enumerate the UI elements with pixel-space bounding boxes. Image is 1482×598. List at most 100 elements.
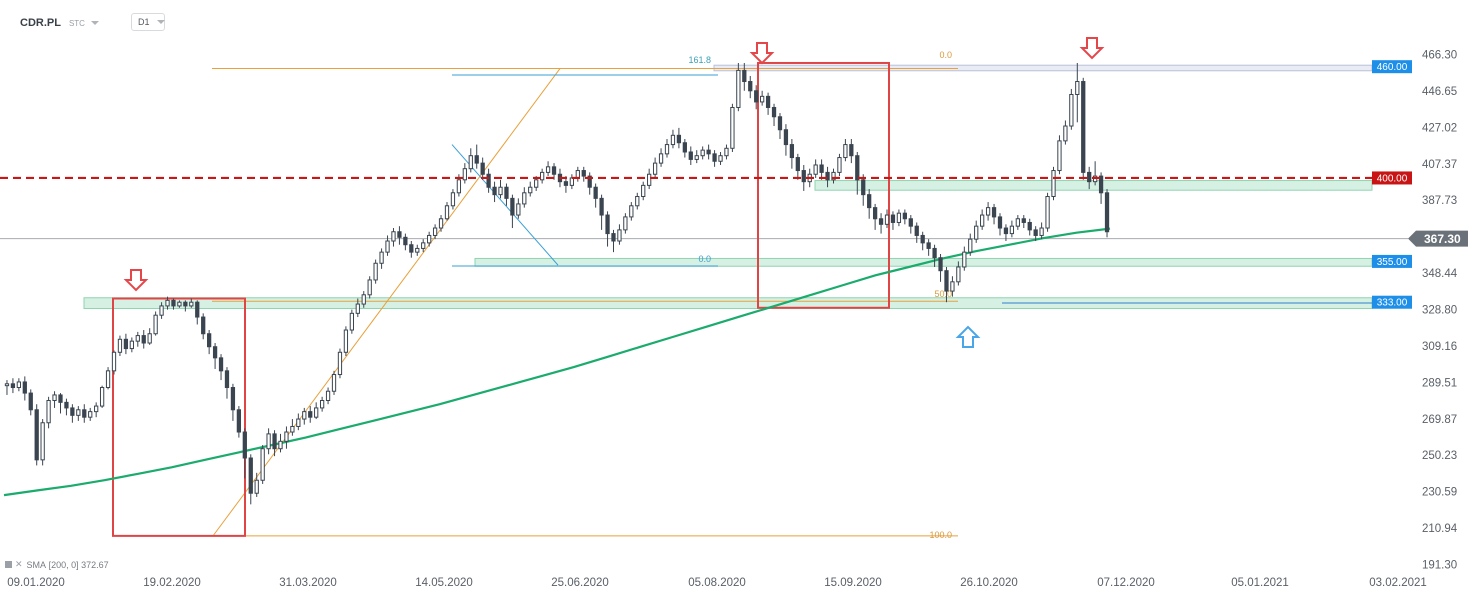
x-tick-label: 14.05.2020: [415, 577, 473, 589]
candle: [468, 148, 473, 173]
candle: [34, 404, 39, 466]
candle-body: [754, 90, 759, 103]
candle-body: [813, 164, 818, 175]
candle-body: [462, 168, 467, 181]
candle-body: [724, 147, 729, 157]
arrow-up-icon: [955, 325, 981, 348]
candle: [878, 213, 884, 234]
sma-line-layer: [3, 227, 1111, 497]
candle-body: [539, 171, 545, 181]
current-price-text: 367.30: [1424, 232, 1461, 246]
arrow-down-icon: [123, 269, 149, 292]
candle-body: [771, 106, 777, 118]
chevron-down-icon[interactable]: [90, 21, 99, 25]
candle-body: [34, 409, 39, 461]
y-tick-label: 210.94: [1422, 523, 1458, 535]
candle: [516, 198, 521, 219]
candle: [480, 157, 485, 180]
close-icon[interactable]: ✕: [15, 559, 23, 569]
candle: [349, 309, 354, 334]
candle-body: [129, 340, 134, 350]
fib-trend-line: [212, 68, 561, 537]
candle: [783, 124, 789, 156]
candle: [52, 391, 57, 408]
y-tick-label: 348.44: [1422, 268, 1458, 280]
candle-body: [664, 144, 670, 155]
candle-body: [1039, 227, 1044, 236]
price-label-text: 460.00: [1377, 62, 1408, 73]
candle-body: [266, 433, 271, 450]
candle: [629, 202, 634, 221]
candle-body: [207, 333, 212, 348]
candle-body: [195, 301, 200, 318]
candle-body: [1104, 192, 1110, 233]
price-label-box: [1372, 295, 1412, 309]
candle: [438, 215, 444, 232]
candle-body: [314, 407, 319, 418]
candle-body: [730, 106, 735, 149]
candle-body: [837, 157, 842, 173]
candle-body: [278, 440, 283, 450]
candle-body: [641, 184, 646, 198]
price-label-text: 355.00: [1377, 257, 1408, 268]
candle-body: [171, 299, 176, 307]
timeframe-select[interactable]: D1: [131, 13, 165, 31]
candle-body: [516, 203, 521, 216]
candle-body: [956, 266, 961, 283]
candle: [385, 235, 390, 256]
candle: [165, 296, 170, 310]
candle: [980, 209, 985, 230]
candle: [117, 335, 123, 356]
instrument-symbol[interactable]: CDR.PL: [20, 17, 61, 29]
candle: [605, 211, 610, 247]
current-price-tag: 367.30: [1408, 230, 1468, 247]
candle-body: [777, 116, 783, 131]
candle-body: [427, 234, 432, 244]
candle: [926, 239, 931, 256]
candle: [748, 75, 753, 99]
candle: [718, 151, 723, 165]
candle: [831, 168, 836, 184]
candle-body: [831, 171, 836, 181]
candle: [1003, 224, 1009, 242]
y-tick-label: 309.16: [1422, 341, 1457, 353]
candle: [724, 144, 729, 160]
candle-body: [551, 166, 557, 175]
candle-body: [325, 390, 331, 402]
candle-body: [1009, 225, 1015, 235]
candle: [528, 181, 533, 197]
candle-body: [165, 299, 170, 307]
overlay-layer: [0, 37, 1372, 348]
candle: [789, 139, 795, 169]
candle-body: [748, 81, 753, 92]
settings-icon[interactable]: [5, 561, 12, 568]
x-tick-label: 26.10.2020: [960, 577, 1018, 589]
candle-body: [1015, 218, 1020, 227]
y-tick-label: 446.65: [1422, 86, 1457, 98]
candle: [908, 215, 913, 234]
candle-body: [997, 216, 1003, 229]
candle: [302, 407, 307, 425]
candle: [105, 367, 111, 390]
candle: [403, 233, 408, 251]
candle: [337, 348, 343, 379]
candle: [1104, 189, 1110, 238]
candle-body: [308, 411, 313, 418]
candle-body: [141, 335, 146, 344]
candle-body: [991, 207, 997, 218]
candle: [551, 163, 557, 180]
candle: [462, 163, 467, 184]
candle-body: [415, 247, 420, 253]
candle-body: [569, 177, 575, 186]
candle-body: [1051, 170, 1056, 198]
candle-body: [212, 346, 218, 359]
candle: [599, 194, 604, 230]
fib-label-0-top: 0.0: [939, 50, 952, 60]
fib-label-161: 161.8: [688, 55, 711, 65]
y-tick-label: 269.87: [1422, 414, 1457, 426]
candle-body: [159, 305, 164, 316]
candle-body: [379, 251, 384, 264]
arrow-down-middle: [749, 42, 775, 65]
candle: [664, 139, 670, 158]
